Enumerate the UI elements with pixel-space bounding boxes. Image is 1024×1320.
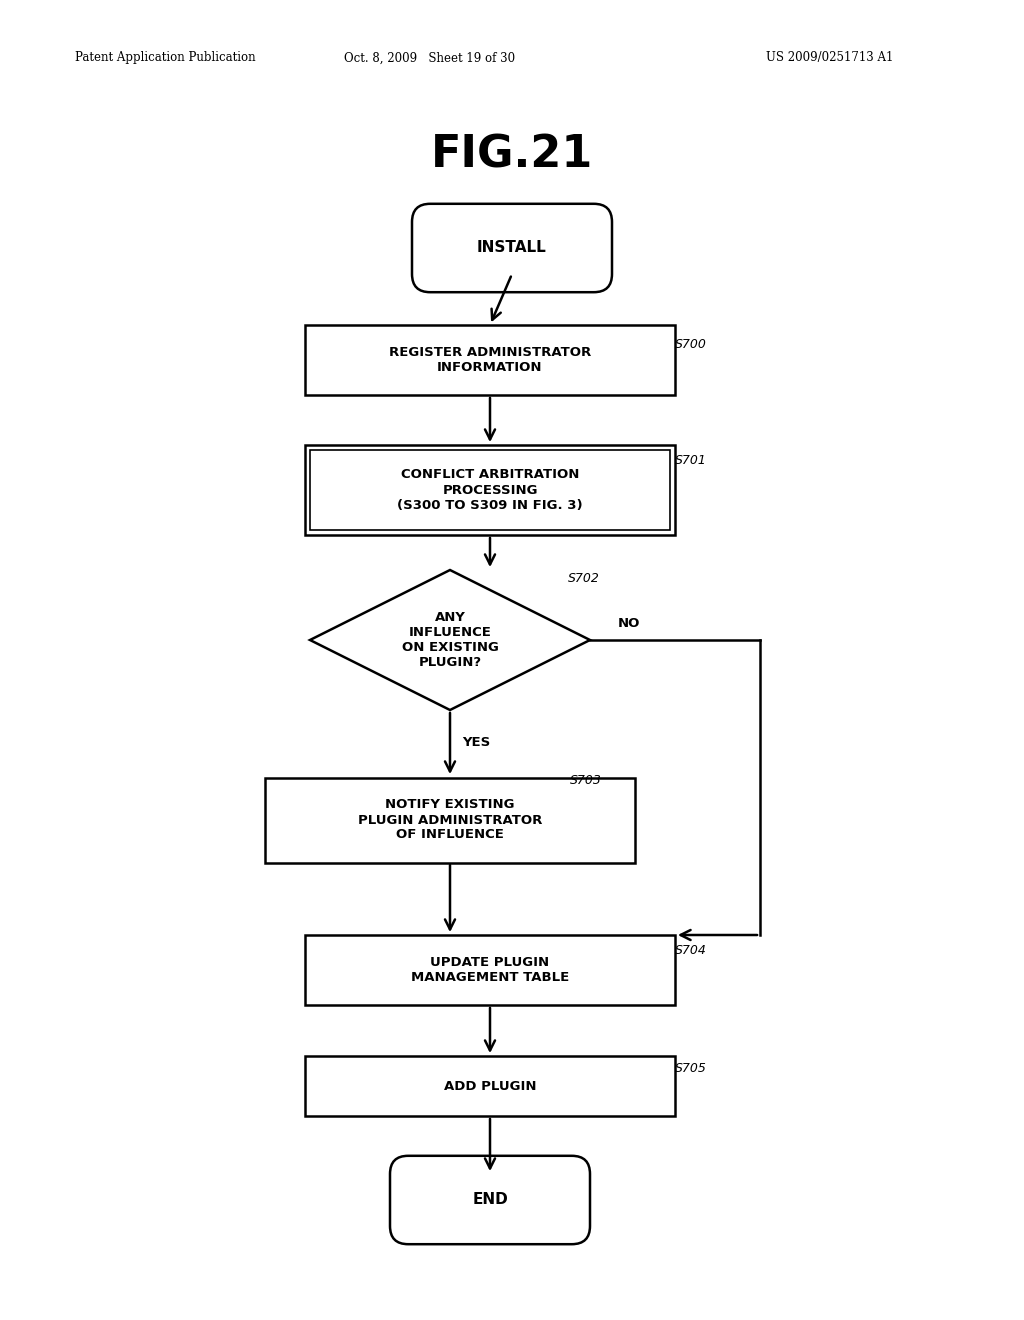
Text: US 2009/0251713 A1: US 2009/0251713 A1 <box>766 51 894 65</box>
Text: S705: S705 <box>675 1061 707 1074</box>
Bar <box>305 1056 675 1115</box>
Bar <box>305 935 675 1005</box>
Text: S701: S701 <box>675 454 707 466</box>
Text: CONFLICT ARBITRATION
PROCESSING
(S300 TO S309 IN FIG. 3): CONFLICT ARBITRATION PROCESSING (S300 TO… <box>397 469 583 511</box>
Text: Oct. 8, 2009   Sheet 19 of 30: Oct. 8, 2009 Sheet 19 of 30 <box>344 51 515 65</box>
Bar <box>305 445 675 535</box>
Text: REGISTER ADMINISTRATOR
INFORMATION: REGISTER ADMINISTRATOR INFORMATION <box>389 346 591 374</box>
Text: ANY
INFLUENCE
ON EXISTING
PLUGIN?: ANY INFLUENCE ON EXISTING PLUGIN? <box>401 611 499 669</box>
Text: END: END <box>472 1192 508 1208</box>
Text: FIG.21: FIG.21 <box>431 133 593 177</box>
Text: YES: YES <box>462 737 490 750</box>
Text: S704: S704 <box>675 944 707 957</box>
Text: S700: S700 <box>675 338 707 351</box>
Bar <box>305 325 675 395</box>
Text: S703: S703 <box>570 774 602 787</box>
Text: Patent Application Publication: Patent Application Publication <box>75 51 256 65</box>
Text: NO: NO <box>618 616 640 630</box>
Bar <box>265 777 635 862</box>
Text: UPDATE PLUGIN
MANAGEMENT TABLE: UPDATE PLUGIN MANAGEMENT TABLE <box>411 956 569 983</box>
Bar <box>310 450 670 531</box>
Text: S702: S702 <box>568 572 600 585</box>
FancyBboxPatch shape <box>412 203 612 292</box>
Text: INSTALL: INSTALL <box>477 240 547 256</box>
Polygon shape <box>310 570 590 710</box>
Text: ADD PLUGIN: ADD PLUGIN <box>443 1080 537 1093</box>
FancyBboxPatch shape <box>390 1156 590 1245</box>
Text: NOTIFY EXISTING
PLUGIN ADMINISTRATOR
OF INFLUENCE: NOTIFY EXISTING PLUGIN ADMINISTRATOR OF … <box>357 799 542 842</box>
